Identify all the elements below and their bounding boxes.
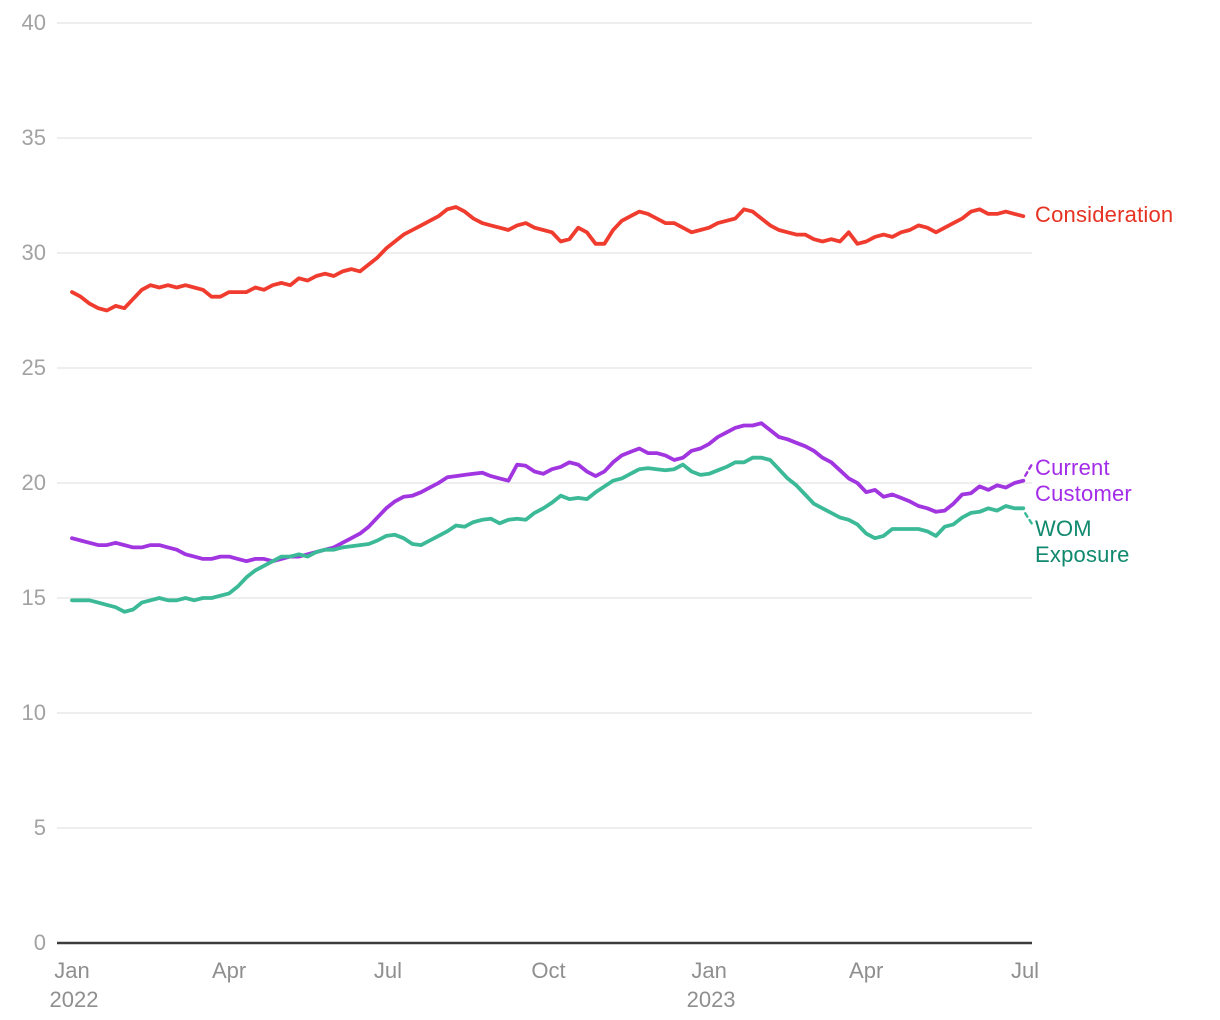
series-line-wom-exposure [70,455,1026,614]
leader-current-customer [1024,462,1034,477]
series-line-consideration [70,205,1026,313]
x-tick-label: Jan [691,958,727,983]
series-label-current-customer: Current Customer [1035,454,1132,506]
x-tick-label: Apr [849,958,884,983]
series-label-wom-exposure: WOM Exposure [1035,516,1130,568]
y-tick-label: 5 [33,815,46,840]
y-tick-label: 40 [21,10,46,35]
y-tick-label: 25 [21,355,46,380]
y-tick-label: 35 [21,125,46,150]
y-tick-label: 0 [33,930,46,955]
x-tick-label: Jan [54,958,90,983]
y-tick-label: 30 [21,240,46,265]
y-tick-label: 10 [21,700,46,725]
x-tick-year-label: 2023 [686,987,736,1012]
series-label-consideration: Consideration [1035,202,1174,228]
y-tick-label: 15 [21,585,46,610]
x-tick-label: Oct [531,958,566,983]
leader-wom-exposure [1024,512,1034,526]
x-tick-label: Apr [211,958,247,983]
x-tick-year-label: 2022 [49,987,99,1012]
series-line-current-customer [70,421,1026,564]
x-tick-label: Jul [373,958,402,983]
x-tick-label: Jul [1010,958,1040,983]
y-tick-label: 20 [21,470,46,495]
